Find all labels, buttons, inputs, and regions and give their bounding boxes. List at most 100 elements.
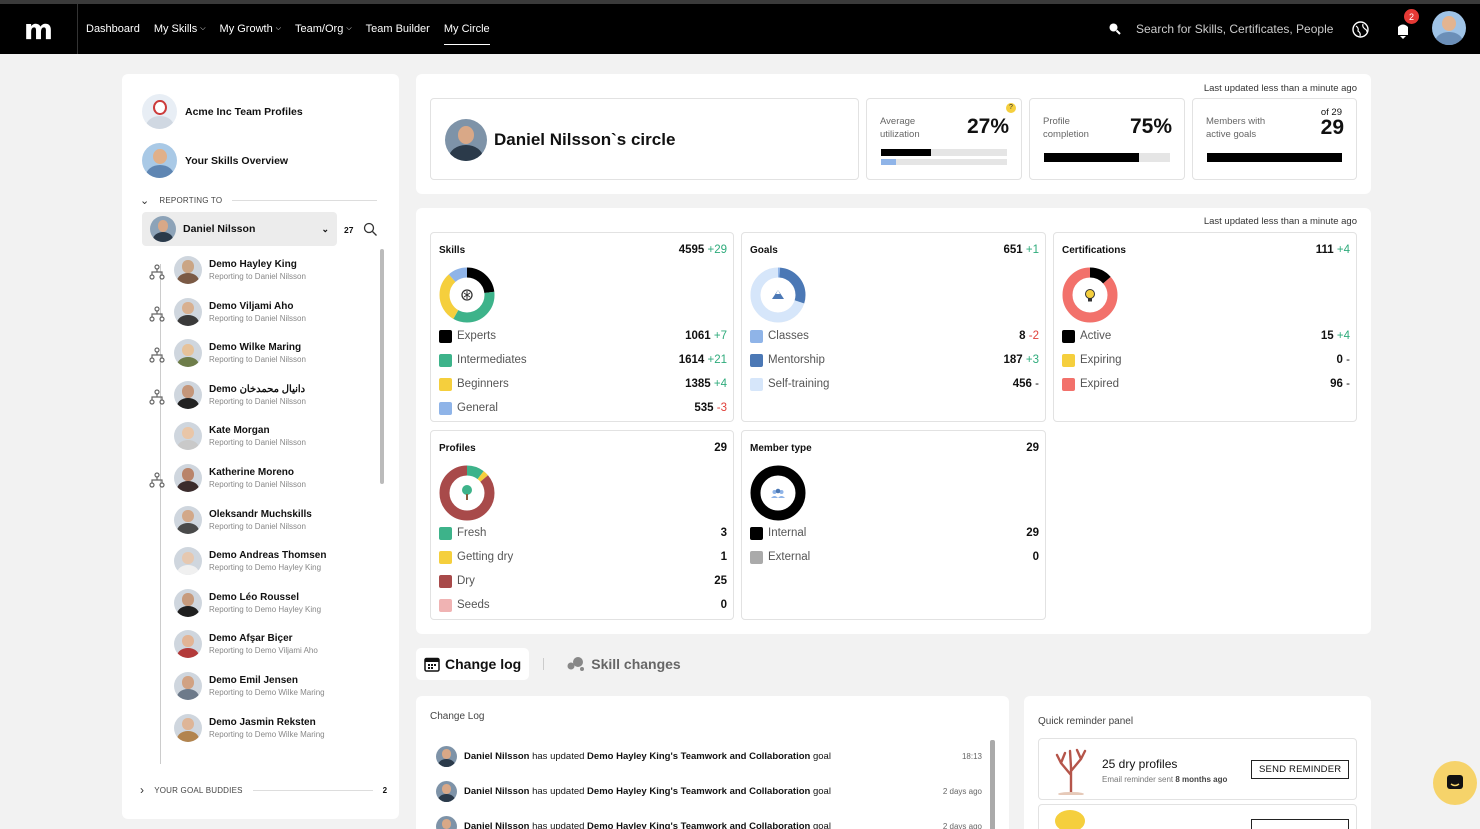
legend-label: External	[768, 551, 811, 563]
legend-delta: +3	[1025, 354, 1039, 366]
tab-change-log[interactable]: Change log	[416, 648, 530, 680]
member-text: Demo دانیال محمدخان Reporting to Daniel N…	[209, 383, 306, 407]
goal-buddies-section-toggle[interactable]: › YOUR GOAL BUDDIES 2	[140, 783, 387, 797]
org-tree-icon[interactable]	[149, 305, 165, 325]
stat-value: 75%	[1129, 115, 1172, 138]
tab-skill-changes[interactable]: Skill changes	[558, 648, 688, 680]
top-navigation-bar: m Dashboard My Skills ⌵ My Growth ⌵ Team/O…	[0, 0, 1480, 54]
category-title: Certifications	[1062, 245, 1126, 256]
avatar	[436, 746, 457, 767]
app-logo[interactable]: m	[0, 4, 78, 54]
legend-delta: -3	[716, 402, 727, 414]
donut-segment	[750, 267, 806, 323]
member-list-item[interactable]: Demo Andreas Thomsen Reporting to Demo Ha…	[174, 547, 326, 576]
member-list-item[interactable]: Kate Morgan Reporting to Daniel Nilsson	[174, 422, 306, 451]
legend-value: 15 +4	[1321, 330, 1350, 342]
member-list-item[interactable]: Demo Viljami Aho Reporting to Daniel Nils…	[174, 297, 306, 326]
change-log-row[interactable]: Daniel Nilsson has updated Demo Hayley K…	[436, 816, 986, 829]
member-list-item[interactable]: Oleksandr Muchskills Reporting to Daniel …	[174, 505, 312, 534]
org-tree-icon[interactable]	[149, 347, 165, 366]
nav-dashboard[interactable]: Dashboard	[86, 4, 140, 54]
send-reminder-button[interactable]: SEND REMINDER	[1251, 760, 1350, 779]
log-verb: has updated	[529, 821, 588, 829]
nav-my-skills[interactable]: My Skills ⌵	[154, 4, 206, 54]
org-tree-icon[interactable]	[149, 264, 165, 283]
member-name: Demo Jasmin Reksten	[209, 716, 316, 728]
change-log-row[interactable]: Daniel Nilsson has updated Demo Hayley K…	[436, 781, 986, 802]
skills-overview-label: Your Skills Overview	[185, 154, 289, 167]
legend-swatch	[439, 550, 452, 564]
quick-reminder-panel: Quick reminder panel 25 dry profiles Ema…	[1024, 696, 1371, 829]
member-text: Demo Léo Roussel Reporting to Demo Hayley…	[209, 591, 321, 615]
legend-delta: -	[1346, 354, 1350, 366]
chevron-down-icon: ⌄	[321, 223, 329, 234]
legend-value: 0	[721, 599, 727, 611]
change-log-row[interactable]: Daniel Nilsson has updated Demo Hayley K…	[436, 746, 986, 767]
nav-my-growth[interactable]: My Growth ⌵	[220, 4, 282, 54]
legend-delta: +4	[1336, 330, 1350, 342]
legend-row: Beginners 1385 +4	[439, 376, 727, 392]
member-list-item[interactable]: Demo دانیال محمدخان Reporting to Daniel N…	[174, 380, 306, 409]
member-list-item[interactable]: Demo Hayley King Reporting to Daniel Nils…	[174, 256, 306, 284]
skills-overview-link[interactable]: Your Skills Overview	[142, 143, 288, 178]
notification-badge: 2	[1404, 9, 1419, 24]
sidebar-scrollbar[interactable]	[380, 249, 384, 484]
search-icon[interactable]	[363, 222, 378, 237]
legend-row: General 535 -3	[439, 400, 727, 416]
avatar	[174, 630, 202, 659]
change-log-scrollbar[interactable]	[990, 740, 995, 829]
avatar	[174, 256, 202, 284]
send-reminder-button-next[interactable]	[1251, 819, 1349, 829]
notifications-icon[interactable]	[1396, 23, 1410, 39]
category-card-goals[interactable]: Goals 651 +1 Classes 8 -2 Mentorship 187 +3 Se…	[741, 232, 1046, 422]
org-tree-icon[interactable]	[149, 389, 165, 408]
avatar	[174, 713, 202, 742]
change-log-panel: Change Log Daniel Nilsson has updated De…	[416, 696, 1009, 829]
legend-row: Fresh 3	[439, 525, 727, 541]
help-icon[interactable]: ?	[1006, 103, 1016, 113]
member-list-item[interactable]: Demo Afşar Biçer Reporting to Demo Viljam…	[174, 630, 318, 659]
category-card-skills[interactable]: Skills 4595 +29 Experts 1061 +7 Intermediate…	[430, 232, 734, 422]
team-profiles-link[interactable]: Acme Inc Team Profiles	[142, 94, 303, 129]
category-card-member-type[interactable]: Member type 29 Internal 29 External 0	[741, 430, 1046, 620]
member-list-item[interactable]: Katherine Moreno Reporting to Daniel Nils…	[174, 464, 306, 492]
org-tree-icon[interactable]	[149, 472, 165, 491]
selected-person-name: Daniel Nilsson	[183, 223, 256, 235]
member-list-item[interactable]: Demo Léo Roussel Reporting to Demo Hayley…	[174, 588, 321, 617]
globe-icon[interactable]	[1352, 21, 1369, 38]
divider	[232, 200, 378, 201]
global-search[interactable]: Search for Skills, Certificates, People	[1108, 4, 1333, 54]
reporting-to-select[interactable]: Daniel Nilsson ⌄	[142, 212, 337, 246]
category-card-certifications[interactable]: Certifications 111 +4 Active 15 +4 Expiring 0…	[1053, 232, 1357, 422]
nav-my-circle[interactable]: My Circle	[443, 4, 490, 54]
nav-team-org[interactable]: Team/Org ⌵	[295, 4, 352, 54]
legend-swatch	[439, 401, 452, 415]
member-list-item[interactable]: Demo Wilke Maring Reporting to Daniel Nil…	[174, 339, 306, 368]
nav-team-builder[interactable]: Team Builder	[366, 4, 430, 54]
member-list-item[interactable]: Demo Jasmin Reksten Reporting to Demo Wil…	[174, 713, 325, 742]
reporting-to-section-toggle[interactable]: ⌄ REPORTING TO	[140, 194, 378, 207]
nav-label: Dashboard	[86, 23, 140, 35]
member-name: Demo Léo Roussel	[209, 591, 300, 603]
legend-delta: +4	[713, 378, 727, 390]
reminder-item: 25 dry profiles Email reminder sent 8 mo…	[1038, 738, 1357, 800]
member-name: Katherine Moreno	[209, 467, 295, 478]
chat-launcher-button[interactable]	[1433, 761, 1477, 805]
category-card-profiles[interactable]: Profiles 29 Fresh 3 Getting dry 1 Dry 25 See…	[430, 430, 734, 620]
change-log-title: Change Log	[430, 711, 485, 722]
legend-swatch	[439, 526, 452, 540]
avatar	[150, 216, 176, 242]
legend-value: 8 -2	[1019, 330, 1039, 342]
log-target: Demo Hayley King's Teamwork and Collabor…	[587, 821, 811, 829]
member-list-item[interactable]: Demo Emil Jensen Reporting to Demo Wilke …	[174, 672, 325, 700]
tab-label: Change log	[445, 656, 522, 672]
search-icon	[1109, 23, 1121, 35]
member-reporting: Reporting to Demo Viljami Aho	[209, 646, 318, 656]
active-goals-card: Members with active goals of 29 29	[1192, 98, 1357, 180]
mountain-icon	[772, 290, 784, 299]
member-text: Demo Hayley King Reporting to Daniel Nils…	[209, 258, 306, 282]
chat-icon	[1447, 775, 1463, 789]
donut-segment	[750, 465, 806, 521]
user-avatar[interactable]	[1432, 11, 1466, 45]
bubbles-icon	[567, 657, 585, 671]
